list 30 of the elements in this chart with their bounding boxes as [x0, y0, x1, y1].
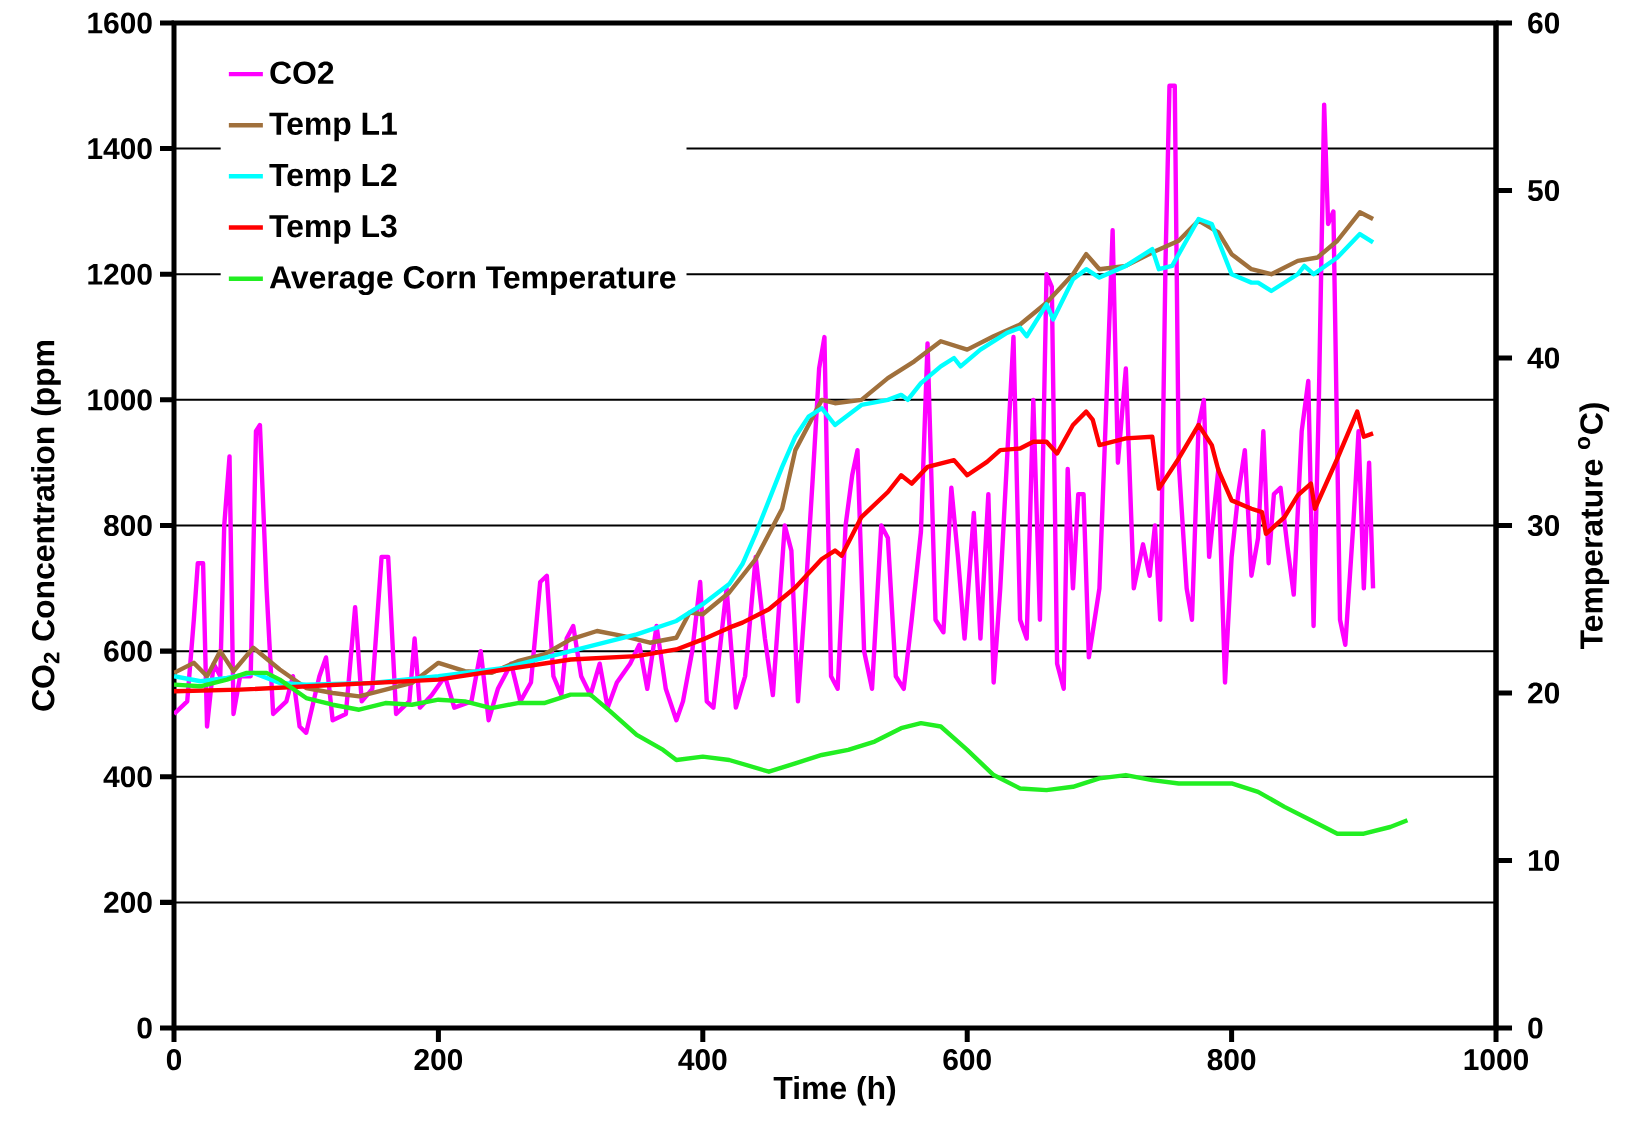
y-tick-label: 1200	[88, 263, 152, 285]
y2-tick-label: 40	[1527, 347, 1560, 369]
y-tick-label: 400	[103, 766, 152, 788]
y-tick-label: 800	[104, 514, 152, 537]
y2-tick-label: 10	[1528, 849, 1560, 872]
x-axis-title: Time (h)	[773, 1075, 896, 1106]
x-tick-label: 600	[943, 1049, 991, 1071]
legend-label: Temp L3	[269, 214, 397, 244]
x-tick-label: 200	[414, 1049, 463, 1071]
y-tick-label: 1600	[88, 12, 152, 34]
y2-tick-label: 20	[1528, 682, 1560, 704]
legend-label: CO2	[270, 61, 334, 85]
y-tick-label: 200	[104, 891, 152, 913]
y2-tick-label: 0	[1528, 1017, 1543, 1039]
y2-axis-title: Temperature $^{o}$C)	[1577, 403, 1610, 650]
x-tick-label: 1000	[1464, 1049, 1528, 1071]
x-tick-label: 400	[678, 1049, 727, 1071]
y-tick-label: 1400	[88, 138, 152, 160]
x-tick-label: 0	[166, 1049, 182, 1071]
y-tick-label: 1000	[88, 389, 152, 411]
x-tick-label: 800	[1207, 1049, 1256, 1071]
y2-tick-label: 30	[1527, 514, 1560, 537]
y2-tick-label: 50	[1527, 179, 1560, 202]
y-tick-label: 600	[104, 640, 152, 662]
y-axis-title: CO$_{2}$ Concentration (ppm	[31, 341, 61, 711]
y2-tick-label: 60	[1528, 12, 1560, 34]
legend-label: Average Corn Temperature	[269, 266, 676, 296]
legend-label: Temp L2	[269, 163, 397, 193]
legend-label: Temp L1	[269, 112, 397, 142]
y-tick-label: 0	[137, 1017, 152, 1039]
